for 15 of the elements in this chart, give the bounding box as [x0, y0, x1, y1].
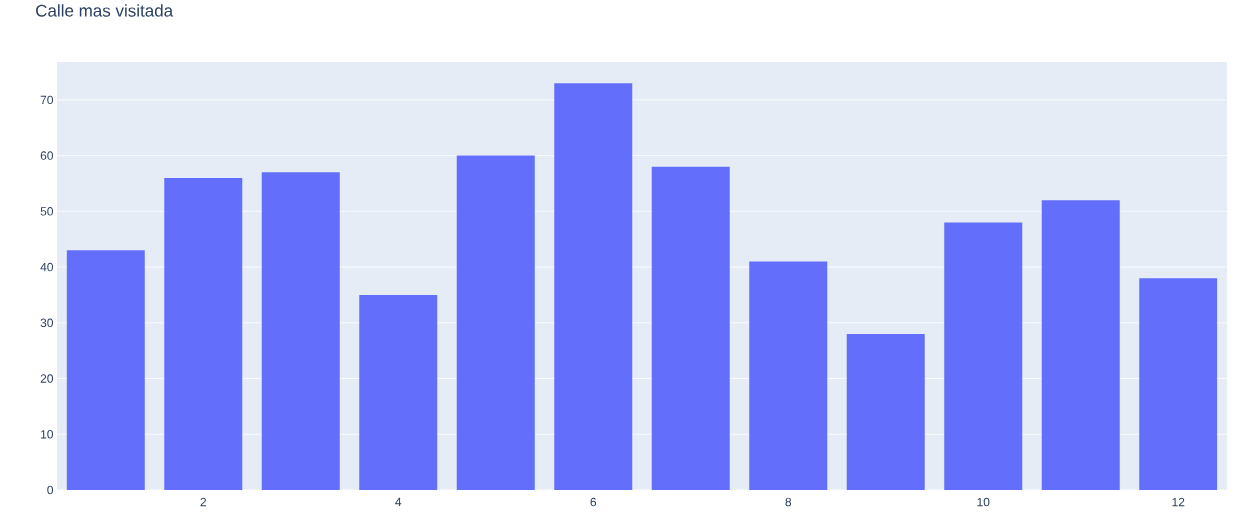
chart-title: Calle mas visitada	[36, 4, 174, 17]
x-tick-label: 4	[395, 497, 402, 507]
y-tick-label: 10	[41, 430, 54, 439]
y-tick-label: 40	[40, 262, 54, 272]
y-tick-label: 0	[47, 485, 54, 495]
y-tick-label: 50	[40, 207, 54, 216]
x-tick-label: 6	[590, 497, 597, 507]
x-tick-label: 8	[785, 497, 792, 507]
x-tick-label: 10	[977, 497, 990, 507]
y-tick-label: 20	[40, 374, 54, 383]
y-tick-label: 30	[40, 318, 54, 328]
y-tick-label: 70	[40, 95, 54, 105]
x-tick-label: 2	[200, 497, 206, 507]
x-tick-label: 12	[1172, 497, 1185, 507]
y-tick-label: 60	[40, 151, 54, 160]
